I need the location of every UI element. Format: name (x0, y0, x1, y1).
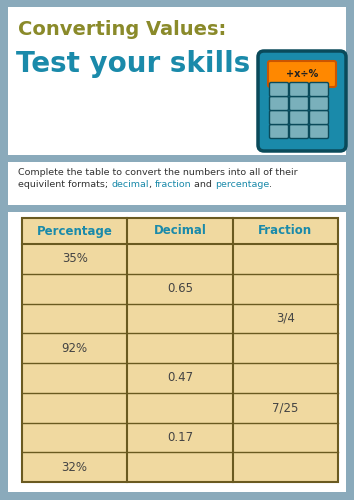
FancyBboxPatch shape (309, 96, 329, 110)
FancyBboxPatch shape (290, 96, 308, 110)
FancyBboxPatch shape (269, 124, 289, 138)
Text: 92%: 92% (62, 342, 88, 354)
FancyBboxPatch shape (309, 82, 329, 96)
FancyBboxPatch shape (290, 82, 308, 96)
FancyBboxPatch shape (268, 61, 336, 87)
Text: percentage: percentage (215, 180, 269, 189)
FancyBboxPatch shape (309, 124, 329, 138)
Text: .: . (269, 180, 272, 189)
FancyBboxPatch shape (269, 96, 289, 110)
Text: 0.47: 0.47 (167, 372, 193, 384)
Text: fraction: fraction (155, 180, 191, 189)
Bar (8, 162, 346, 205)
FancyBboxPatch shape (269, 82, 289, 96)
Text: Percentage: Percentage (37, 224, 113, 237)
Text: 35%: 35% (62, 252, 87, 266)
Bar (22, 218, 338, 482)
Bar (8, 212, 346, 492)
Text: 3/4: 3/4 (276, 312, 295, 325)
Text: 7/25: 7/25 (272, 401, 298, 414)
Text: ,: , (149, 180, 155, 189)
Text: equivilent formats;: equivilent formats; (18, 180, 111, 189)
Text: +x÷%: +x÷% (286, 69, 318, 79)
Text: Decimal: Decimal (154, 224, 206, 237)
Text: and: and (191, 180, 215, 189)
Text: Complete the table to convert the numbers into all of their: Complete the table to convert the number… (18, 168, 298, 177)
Text: Fraction: Fraction (258, 224, 312, 237)
Text: Test your skills: Test your skills (16, 50, 250, 78)
Text: decimal: decimal (111, 180, 149, 189)
Text: 0.17: 0.17 (167, 431, 193, 444)
FancyBboxPatch shape (290, 110, 308, 124)
Bar (22, 218, 338, 482)
Text: 32%: 32% (62, 460, 88, 473)
FancyBboxPatch shape (258, 51, 346, 151)
FancyBboxPatch shape (290, 124, 308, 138)
Text: Converting Values:: Converting Values: (18, 20, 226, 39)
Text: 0.65: 0.65 (167, 282, 193, 295)
Bar (8, 7, 346, 155)
FancyBboxPatch shape (269, 110, 289, 124)
FancyBboxPatch shape (309, 110, 329, 124)
